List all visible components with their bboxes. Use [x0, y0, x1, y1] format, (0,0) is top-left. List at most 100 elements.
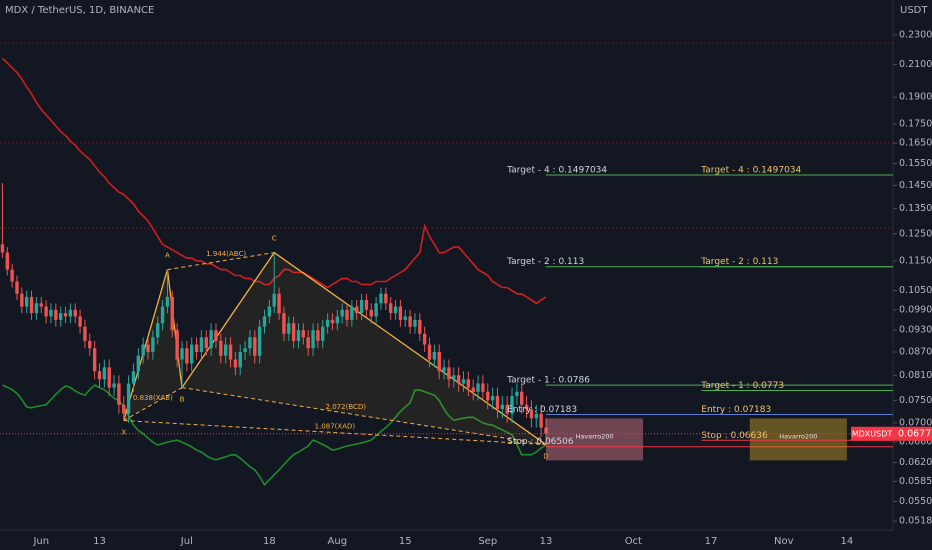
candle-body [151, 337, 155, 352]
candle-body [233, 359, 238, 368]
candle-body [325, 319, 330, 327]
candle-body [345, 309, 349, 320]
candle-body [335, 316, 340, 324]
candle-body [257, 326, 262, 356]
candle-body [15, 281, 19, 294]
candle-body [49, 309, 53, 317]
candle-body [131, 371, 136, 384]
candle-body [20, 293, 24, 307]
candle-body [311, 330, 315, 349]
x-tick-label: 14 [841, 536, 854, 547]
candle-body [107, 367, 111, 388]
x-tick-label: 13 [540, 536, 553, 547]
candle-body [330, 319, 335, 324]
level-label: Target - 1 : 0.0773 [700, 381, 784, 391]
pattern-ratio: 1.087(XAD) [315, 423, 356, 431]
candle-body [146, 344, 150, 352]
candle-body [340, 309, 344, 317]
y-tick-label: 0.1650 [899, 138, 932, 149]
candle-body [418, 319, 422, 334]
candle-body [301, 330, 306, 338]
pattern-point-label: B [180, 396, 185, 404]
candle-body [442, 367, 446, 372]
candle-body [350, 306, 354, 320]
candle-body [78, 316, 82, 327]
pattern-point-label: C [272, 235, 277, 243]
candle-body [306, 337, 310, 349]
trade-author: Havarro200 [779, 432, 817, 440]
candle-body [539, 413, 543, 428]
candle-body [437, 351, 441, 372]
candle-body [277, 293, 281, 314]
candle-body [223, 344, 228, 356]
candle-body [272, 293, 276, 307]
x-tick-label: Nov [774, 536, 794, 547]
pattern-ratio: 2.072(BCD) [326, 403, 367, 411]
candle-body [355, 306, 359, 314]
candle-body [29, 296, 34, 314]
x-tick-label: Jul [180, 536, 193, 547]
candle-body [24, 296, 29, 307]
level-label: Stop : 0.06636 [701, 431, 768, 441]
pattern-point-label: A [165, 252, 170, 260]
candle-body [228, 344, 233, 360]
candle-body [156, 323, 160, 338]
candle-body [219, 340, 223, 356]
candle-body [190, 344, 194, 364]
candle-body [102, 367, 107, 380]
level-label: Target - 4 : 0.1497034 [700, 165, 801, 175]
trade-box [749, 418, 847, 461]
x-tick-label: Oct [625, 536, 642, 547]
y-tick-label: 0.0518 [899, 516, 932, 527]
candle-body [185, 348, 189, 364]
trade-author: Havarro200 [575, 432, 613, 440]
level-label: Target - 2 : 0.113 [700, 257, 778, 267]
candle-body [359, 300, 364, 314]
candle-body [126, 383, 131, 414]
candle-body [165, 296, 170, 307]
y-tick-label: 0.0550 [899, 496, 932, 507]
y-tick-label: 0.0660 [899, 437, 932, 448]
candle-body [291, 323, 296, 341]
candle-body [452, 375, 456, 380]
candle-body [253, 337, 257, 356]
y-tick-label: 0.0585 [899, 476, 932, 487]
candle-body [214, 330, 218, 341]
candle-body [486, 391, 490, 401]
y-tick-label: 0.1550 [899, 158, 932, 169]
indicator-line [2, 384, 547, 487]
y-tick-label: 0.1450 [899, 180, 932, 191]
symbol-badge-label: MDXUSDT [852, 429, 893, 438]
candle-body [393, 306, 398, 314]
candle-body [117, 383, 121, 405]
x-tick-label: 17 [705, 536, 718, 547]
candle-body [204, 337, 208, 349]
candle-body [471, 387, 475, 392]
y-tick-label: 0.1750 [899, 119, 932, 130]
y-tick-label: 0.0810 [899, 370, 932, 381]
candle-body [476, 383, 480, 392]
pattern-point-label: D [543, 453, 548, 461]
x-tick-label: 18 [263, 536, 276, 547]
axis-unit: USDT [900, 5, 928, 16]
candle-body [248, 337, 252, 349]
candle-body [481, 383, 485, 392]
candle-body [529, 409, 534, 419]
pattern-dashed [181, 387, 547, 446]
candle-body [413, 319, 417, 327]
x-tick-label: Aug [328, 536, 348, 547]
candle-body [316, 330, 320, 341]
candle-body [403, 316, 407, 320]
y-tick-label: 0.0990 [899, 304, 932, 315]
y-tick-label: 0.1050 [899, 285, 932, 296]
trade-box [545, 418, 644, 461]
candle-body [83, 326, 87, 341]
candle-body [68, 309, 73, 317]
x-tick-label: Sep [478, 536, 497, 547]
candle-body [209, 330, 213, 349]
candle-body [194, 344, 199, 352]
level-label: Entry : 0.07183 [701, 405, 771, 415]
candle-body [112, 383, 116, 388]
candle-body [39, 303, 43, 307]
candle-body [44, 306, 48, 317]
